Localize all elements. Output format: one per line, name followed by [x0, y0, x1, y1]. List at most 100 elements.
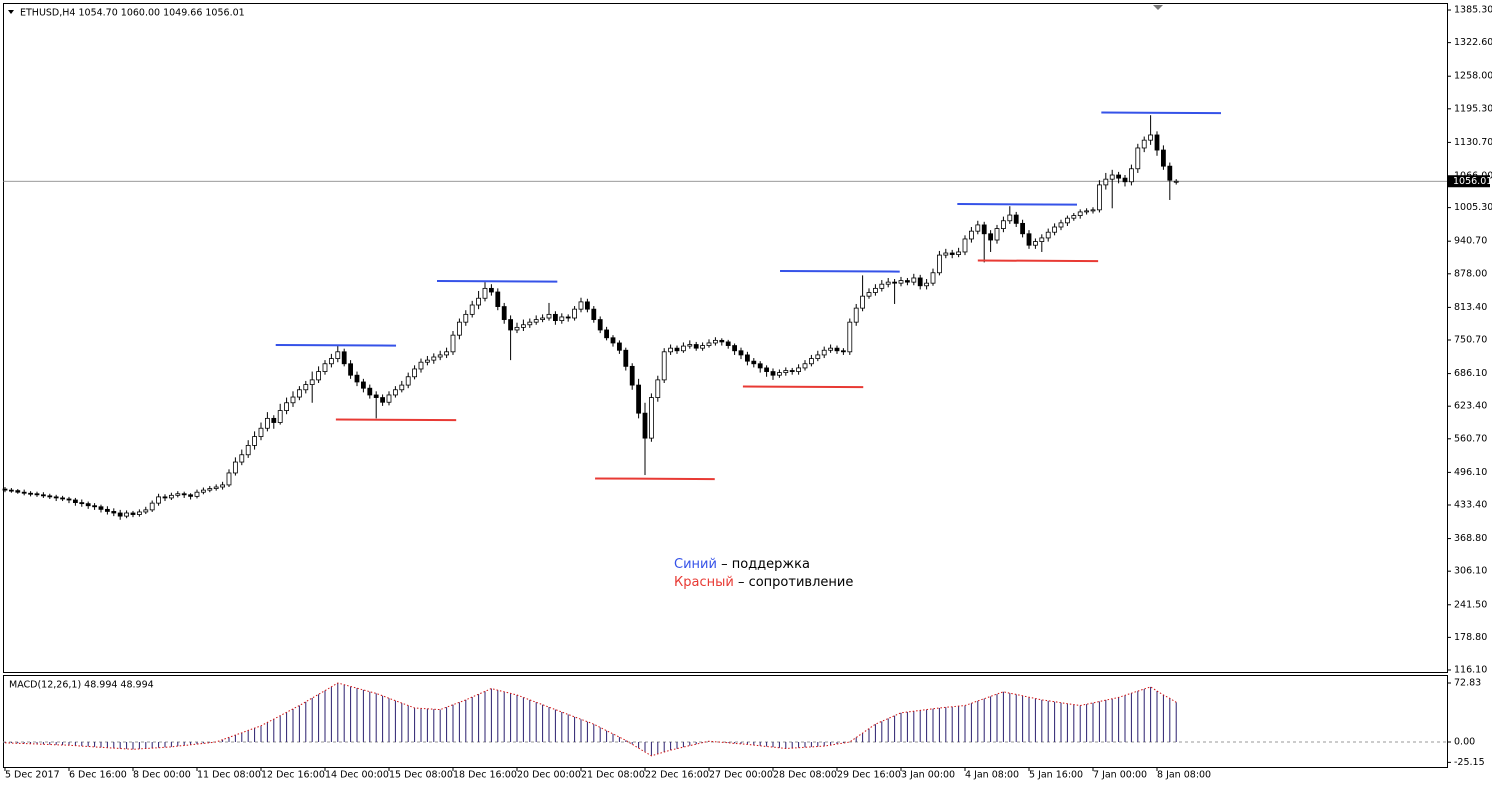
candle-body	[1084, 210, 1090, 213]
annotation: Синий – поддержка	[674, 557, 810, 572]
level-line	[957, 203, 1078, 206]
candle-body	[975, 224, 981, 232]
candle-body	[399, 384, 405, 391]
macd-label: MACD(12,26,1) 48.994 48.994	[9, 680, 154, 691]
candle-body	[92, 505, 97, 508]
candle-body	[200, 489, 206, 493]
candle-body	[168, 494, 174, 499]
candle-body	[322, 363, 328, 372]
candle-body	[252, 436, 257, 446]
candle-body	[623, 349, 629, 367]
x-tick-label: 18 Dec 16:00	[453, 770, 517, 781]
candle-body	[981, 224, 987, 235]
candle-body	[296, 389, 302, 398]
candle-body	[1007, 214, 1013, 222]
candle-body	[706, 342, 712, 346]
candle-body	[1026, 233, 1032, 246]
candle-body	[328, 358, 334, 365]
y-tick-label: 1005.30	[1454, 202, 1492, 213]
candle-body	[520, 324, 526, 328]
candle-body	[245, 445, 251, 456]
x-tick-label: 29 Dec 16:00	[837, 770, 901, 781]
candle-body	[783, 370, 789, 374]
candle-body	[207, 488, 213, 491]
candle-body	[655, 379, 661, 398]
candle-body	[866, 292, 872, 297]
symbol-header: ETHUSD,H4 1054.70 1060.00 1049.66 1056.0…	[20, 8, 245, 19]
candle-body	[629, 365, 635, 386]
candle-body	[1173, 180, 1179, 183]
candle-body	[1001, 220, 1006, 229]
candle-body	[764, 367, 770, 372]
candle-body	[316, 371, 321, 381]
candle-body	[680, 345, 686, 352]
candle-body	[405, 376, 411, 386]
candle-body	[712, 339, 718, 344]
candle-body	[1077, 211, 1083, 216]
candle-body	[380, 397, 385, 403]
y-tick-label: 750.70	[1454, 335, 1487, 346]
macd-y-tick-label: 72.83	[1454, 677, 1481, 688]
candle-body	[488, 287, 494, 293]
candle-body	[60, 497, 65, 500]
candle-body	[40, 494, 46, 497]
candle-body	[616, 342, 622, 351]
candle-body	[188, 494, 193, 497]
candle-body	[271, 417, 277, 423]
candle-body	[1122, 177, 1128, 183]
candle-body	[1033, 241, 1038, 246]
y-tick-label: 560.70	[1454, 433, 1487, 444]
symbol-menu-arrow[interactable]	[8, 10, 14, 14]
candle-body	[924, 282, 930, 287]
candle-body	[111, 511, 117, 514]
candle-body	[130, 512, 136, 515]
candle-body	[732, 345, 738, 352]
y-tick-label: 116.10	[1454, 664, 1487, 675]
candle-body	[892, 281, 898, 284]
candle-body	[181, 493, 187, 496]
candle-body	[1148, 134, 1154, 141]
candle-body	[412, 368, 417, 378]
candle-body	[143, 509, 149, 513]
candle-body	[213, 486, 219, 489]
y-tick-label: 1195.30	[1454, 103, 1492, 114]
candle-body	[104, 508, 110, 512]
candle-body	[348, 363, 353, 376]
candle-body	[911, 277, 917, 283]
candle-body	[1090, 209, 1096, 212]
candle-body	[757, 363, 763, 369]
candle-body	[879, 283, 885, 289]
candle-body	[354, 374, 360, 383]
chart-shift-marker[interactable]	[1153, 5, 1163, 10]
level-line	[335, 418, 457, 422]
macd-y-tick-label: 0.00	[1454, 736, 1475, 747]
candle-body	[949, 252, 955, 255]
y-tick-label: 1258.00	[1454, 71, 1492, 82]
x-tick-label: 5 Dec 2017	[5, 770, 60, 781]
y-tick-label: 623.40	[1454, 401, 1487, 412]
y-tick-label: 940.70	[1454, 236, 1487, 247]
candle-body	[661, 351, 667, 381]
candle-body	[552, 313, 558, 322]
x-tick-label: 8 Jan 08:00	[1157, 770, 1211, 781]
candle-body	[309, 379, 315, 385]
candle-body	[482, 287, 488, 299]
candle-body	[156, 496, 161, 504]
candle-body	[1109, 174, 1115, 180]
candle-body	[514, 326, 520, 331]
candle-body	[1065, 217, 1070, 224]
x-tick-label: 11 Dec 08:00	[197, 770, 261, 781]
candle-body	[1020, 222, 1026, 235]
candle-body	[162, 496, 168, 499]
candle-body	[469, 304, 475, 315]
candle-body	[79, 502, 85, 505]
candle-body	[463, 313, 469, 323]
candle-body	[1116, 174, 1122, 179]
candle-body	[719, 339, 725, 343]
candle-body	[424, 359, 430, 363]
candle-body	[1154, 134, 1160, 151]
candle-body	[559, 316, 565, 322]
level-line	[780, 270, 900, 273]
candle-body	[149, 502, 155, 511]
